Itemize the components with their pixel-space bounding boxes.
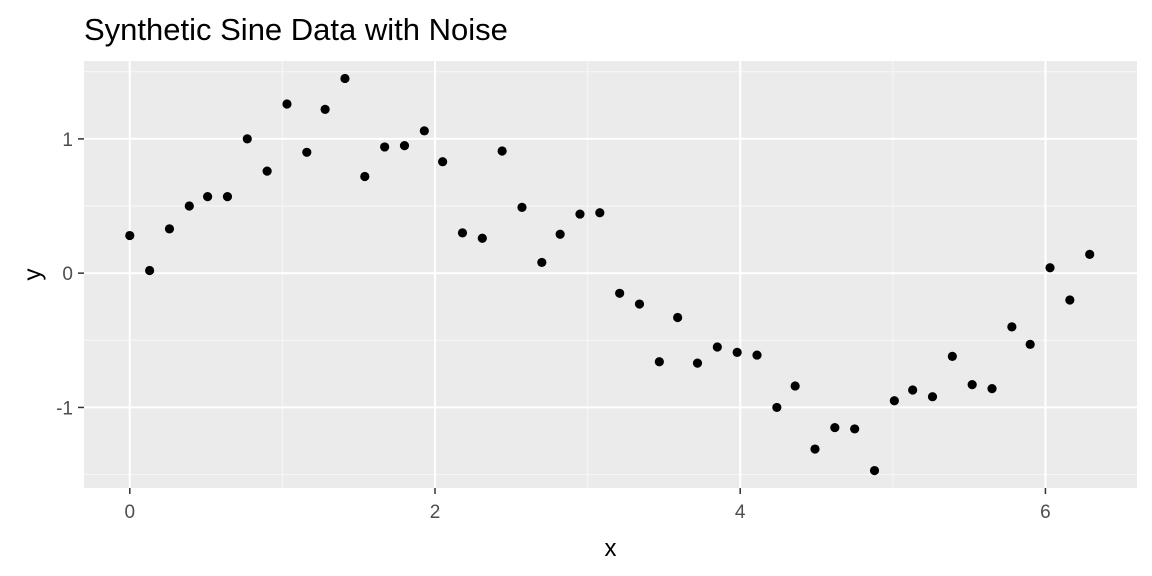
data-point [1085,249,1095,259]
data-point [830,422,840,433]
y-tick-label: -1 [56,398,73,419]
data-point [967,380,977,390]
data-point [712,342,722,352]
data-point [203,192,213,202]
x-tick-label: 4 [735,502,746,523]
data-point [987,384,997,394]
data-point [399,140,410,151]
data-point [1065,295,1075,305]
data-point [222,192,233,202]
data-point [654,357,664,367]
data-point [164,224,175,234]
x-axis-ticks: 0 2 4 6 [124,488,1051,523]
data-point [1045,263,1055,273]
data-point [555,229,565,239]
data-point [302,147,312,157]
data-point [810,444,820,454]
data-point [262,166,272,176]
data-point [457,228,468,238]
data-point [692,358,703,368]
data-point [615,288,625,298]
minor-gridlines [84,61,1137,488]
data-point [517,202,527,212]
y-tick-label: 0 [62,264,73,285]
data-point [732,347,742,357]
data-point [673,312,683,323]
plot-panel [84,61,1137,488]
data-point [1007,322,1017,332]
data-point [889,396,899,406]
data-point [1025,339,1035,349]
data-point [477,233,487,243]
major-gridlines [84,61,1137,488]
y-axis-title: y [19,269,46,281]
y-axis-ticks: -1 0 1 [56,130,84,419]
data-point [850,424,860,434]
data-point [537,257,547,268]
data-point [908,385,918,395]
data-point [438,157,448,167]
data-point [790,381,800,391]
data-point [869,465,880,476]
data-point [145,265,155,276]
data-point [184,201,194,211]
data-point [360,171,370,182]
chart-title: Synthetic Sine Data with Noise [84,12,508,47]
data-point [282,99,292,109]
data-point [419,126,429,136]
data-point [340,73,350,84]
y-tick-label: 1 [62,130,73,151]
data-point [320,104,330,114]
data-point [752,350,762,360]
x-tick-label: 6 [1040,502,1051,523]
x-axis-title: x [605,535,617,562]
data-point [242,134,252,144]
data-point [927,392,938,402]
data-point [634,299,645,309]
x-tick-label: 2 [430,502,441,523]
data-points [125,73,1095,476]
data-point [595,208,605,218]
data-point [575,209,585,219]
data-point [497,146,507,156]
data-point [772,402,782,413]
data-point [125,230,135,241]
data-point [947,351,957,362]
data-point [380,142,390,152]
x-tick-label: 0 [124,502,135,523]
